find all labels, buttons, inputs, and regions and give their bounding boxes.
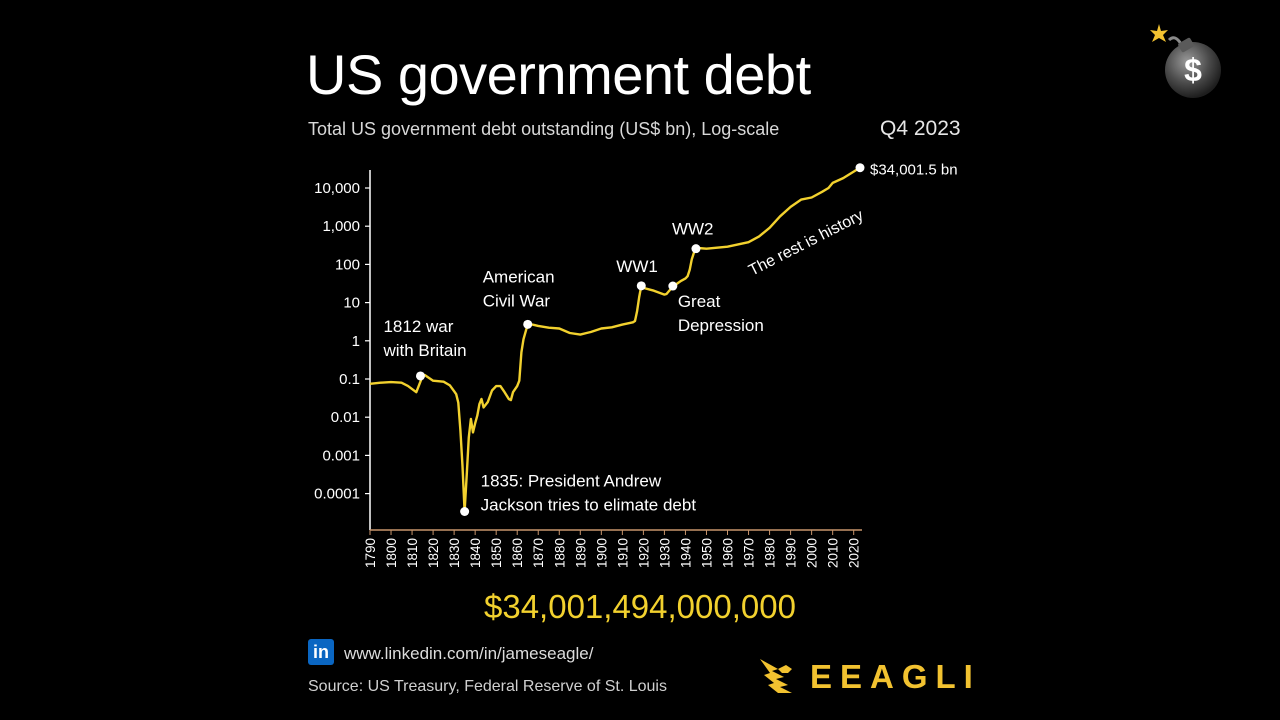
x-tick-label: 1980	[763, 538, 778, 568]
y-tick-label: 10,000	[314, 180, 360, 197]
x-tick-label: 2020	[847, 538, 862, 568]
x-tick-label: 1790	[363, 538, 378, 568]
linkedin-url-link[interactable]: www.linkedin.com/in/jameseagle/	[344, 644, 594, 663]
annotation-label: WW1	[616, 257, 658, 276]
dollar-bomb-icon: $	[1150, 24, 1221, 98]
svg-text:$: $	[1184, 52, 1202, 88]
x-tick-label: 1960	[721, 538, 736, 568]
y-tick-label: 0.0001	[314, 486, 360, 503]
annotation-marker	[415, 371, 425, 381]
y-tick-label: 0.1	[339, 371, 360, 388]
annotation-label: Great	[678, 292, 721, 311]
annotation-label: 1812 war	[383, 317, 453, 336]
x-tick-label: 1880	[552, 538, 567, 568]
brand-logo: EEAGLI	[810, 658, 981, 695]
y-tick-label: 1	[352, 333, 360, 350]
y-tick-label: 10	[343, 295, 360, 312]
annotation-marker	[855, 163, 865, 173]
x-tick-label: 1950	[699, 538, 714, 568]
annotation-label: $34,001.5 bn	[870, 162, 958, 179]
x-tick-label: 2010	[826, 538, 841, 568]
source-note: Source: US Treasury, Federal Reserve of …	[308, 678, 667, 695]
annotation-marker	[691, 244, 701, 254]
x-tick-label: 1830	[447, 538, 462, 568]
x-tick-label: 1850	[489, 538, 504, 568]
annotation-marker	[668, 281, 678, 291]
x-tick-label: 1900	[594, 538, 609, 568]
annotation-marker	[636, 281, 646, 291]
x-tick-label: 1890	[573, 538, 588, 568]
page-title: US government debt	[306, 43, 811, 106]
annotation-marker	[523, 319, 533, 329]
annotation-label: American	[483, 267, 555, 286]
x-tick-label: 1940	[678, 538, 693, 568]
linkedin-icon[interactable]: in	[308, 639, 334, 665]
annotation-label: Jackson tries to elimate debt	[481, 495, 697, 514]
chart-subtitle: Total US government debt outstanding (US…	[308, 119, 780, 139]
y-tick-label: 0.01	[331, 409, 360, 426]
annotation-label: WW2	[672, 220, 714, 239]
annotation-label: Depression	[678, 316, 764, 335]
x-axis: 1790 1800 1810 1820 1830 1840 1850 1860 1870 1880…	[363, 529, 862, 568]
annotation-label: with Britain	[382, 341, 466, 360]
eagle-logo-icon	[760, 659, 792, 693]
debt-series-line	[369, 166, 861, 513]
debt-line-chart: 10,000 1,000 100 10 1 0.1 0.01 0.001 0.0001 1790…	[314, 162, 958, 568]
period-label: Q4 2023	[880, 117, 961, 140]
y-tick-label: 1,000	[322, 218, 360, 235]
x-tick-label: 1840	[468, 538, 483, 568]
annotation-marker	[460, 506, 470, 516]
x-tick-label: 2000	[805, 538, 820, 568]
x-tick-label: 1870	[531, 538, 546, 568]
rest-is-history-label: The rest is history	[746, 207, 866, 279]
x-tick-label: 1970	[742, 538, 757, 568]
x-tick-label: 1930	[657, 538, 672, 568]
x-tick-label: 1910	[615, 538, 630, 568]
annotation-label: 1835: President Andrew	[481, 471, 662, 490]
x-tick-label: 1800	[384, 538, 399, 568]
total-debt-value: $34,001,494,000,000	[484, 588, 796, 625]
y-tick-label: 0.001	[322, 447, 360, 464]
x-tick-label: 1810	[405, 538, 420, 568]
x-tick-label: 1860	[510, 538, 525, 568]
x-tick-label: 1820	[426, 538, 441, 568]
annotation-label: Civil War	[483, 291, 551, 310]
y-axis: 10,000 1,000 100 10 1 0.1 0.01 0.001 0.0001	[314, 170, 371, 530]
y-tick-label: 100	[335, 256, 360, 273]
x-tick-label: 1920	[636, 538, 651, 568]
annotations: 1812 war with Britain 1835: President Andr…	[382, 162, 958, 516]
x-tick-label: 1990	[784, 538, 799, 568]
